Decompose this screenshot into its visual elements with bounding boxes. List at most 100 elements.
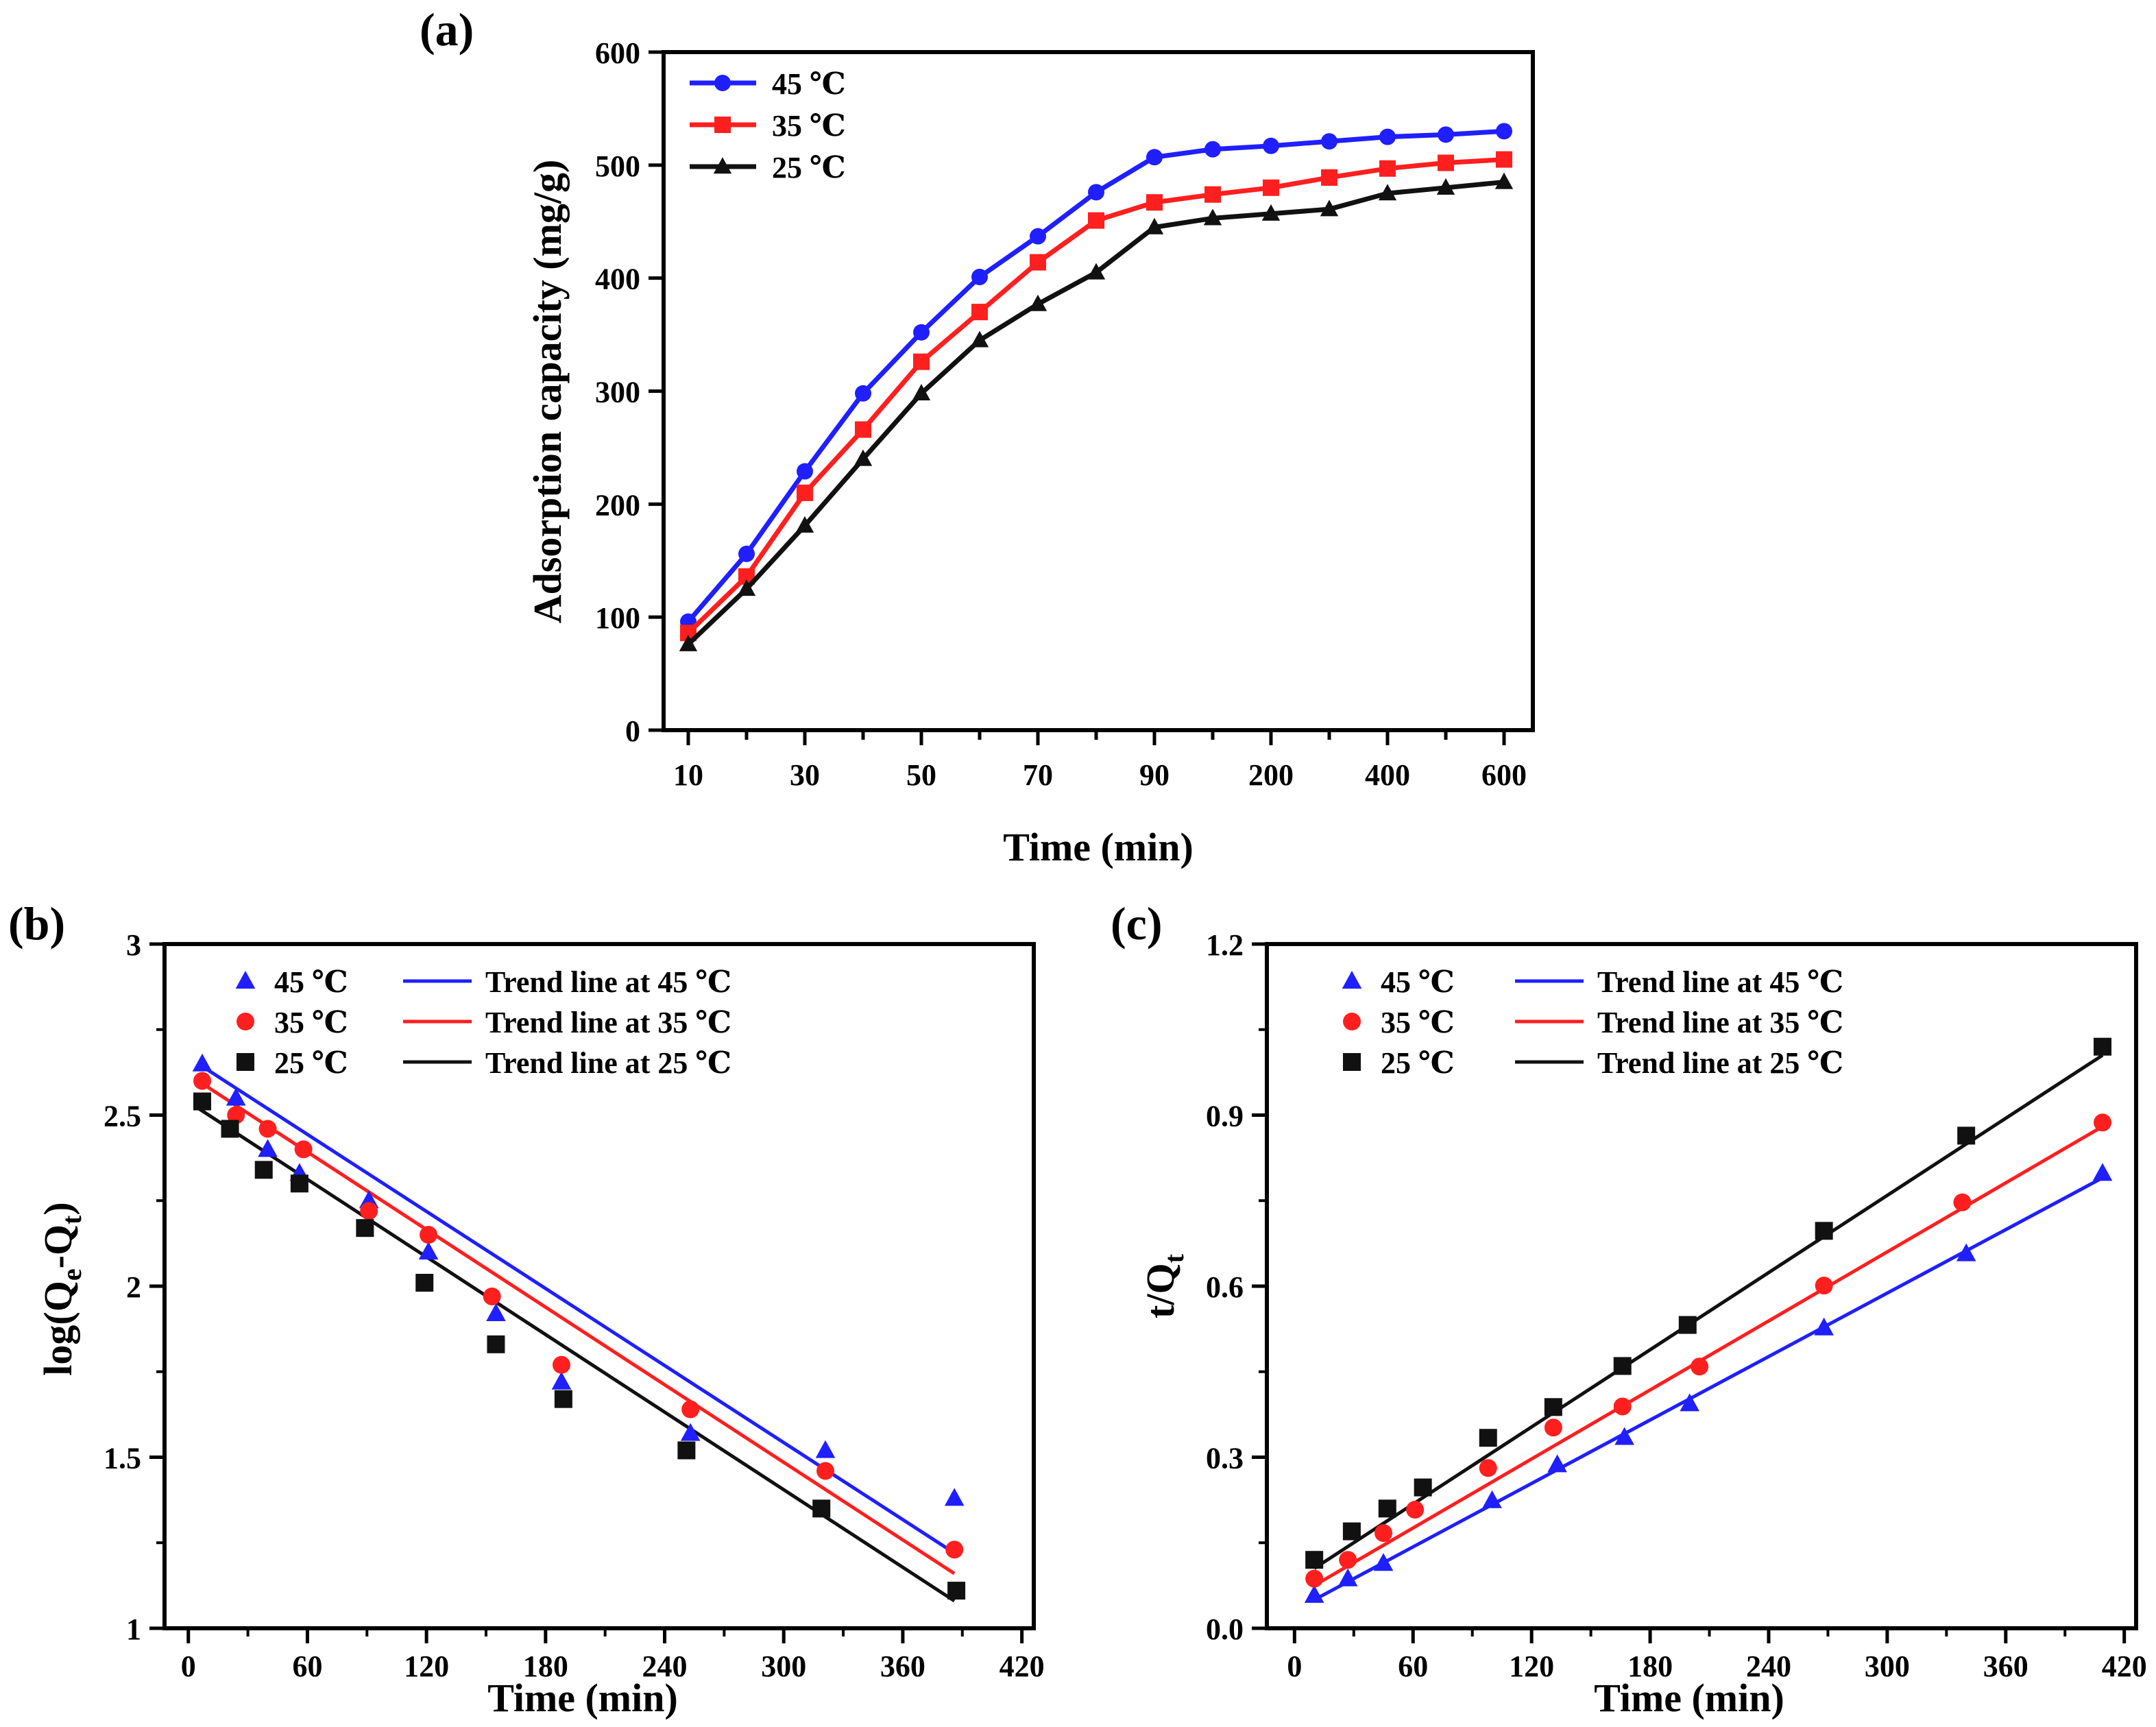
data-point — [2094, 1113, 2112, 1132]
x-tick-label: 0 — [1287, 1650, 1302, 1683]
legend-trend-label: Trend line at 45 ℃ — [485, 965, 731, 999]
y-tick-label: 0.0 — [1206, 1613, 1244, 1646]
data-point — [1953, 1193, 1972, 1211]
data-point — [1378, 184, 1397, 201]
data-point — [1406, 1501, 1425, 1519]
data-point — [1678, 1316, 1697, 1334]
x-tick-label: 90 — [1139, 758, 1170, 792]
data-point — [913, 353, 930, 370]
legend-label: 45 ℃ — [772, 67, 846, 101]
panel-b-y-title-end: ) — [36, 1202, 80, 1215]
x-tick-label: 120 — [404, 1650, 449, 1683]
data-point — [737, 579, 756, 596]
legend-marker — [1343, 1053, 1361, 1071]
data-point — [258, 1139, 278, 1157]
panel-b: (b) 1 1.5 2 2.5 3 0 60 120 180 240 300 360 420 45 ℃… — [8, 897, 1045, 1720]
x-tick-label: 240 — [1746, 1650, 1791, 1683]
data-point — [816, 1462, 835, 1480]
data-point — [1379, 128, 1396, 145]
data-point — [554, 1390, 572, 1408]
data-point — [1547, 1454, 1567, 1473]
legend-label: 45 ℃ — [274, 965, 348, 999]
panel-a-legend: 45 ℃ 35 ℃ 25 ℃ — [690, 67, 846, 184]
data-point — [1438, 154, 1454, 171]
trend-line-1 — [197, 1079, 956, 1575]
y-tick-label: 2 — [126, 1270, 141, 1304]
legend-trend-label: Trend line at 45 ℃ — [1597, 965, 1843, 999]
data-point — [1680, 1393, 1700, 1412]
x-tick-label: 180 — [523, 1650, 568, 1683]
data-point — [1614, 1427, 1634, 1445]
x-tick-label: 400 — [1365, 758, 1410, 792]
legend-marker — [237, 1013, 254, 1030]
data-point — [855, 385, 871, 402]
trend-line-0 — [1313, 1176, 2104, 1602]
data-point — [1496, 151, 1512, 168]
data-point — [1088, 184, 1104, 201]
data-point — [855, 421, 871, 438]
data-point — [945, 1541, 964, 1559]
data-point — [1544, 1398, 1562, 1416]
panel-b-y-title-mid: -Q — [36, 1224, 80, 1268]
data-point — [1613, 1397, 1632, 1416]
data-point — [1204, 186, 1221, 203]
legend-marker — [1342, 971, 1362, 989]
legend-trend-label: Trend line at 35 ℃ — [1597, 1006, 1843, 1039]
trend-line-1 — [1313, 1124, 2104, 1587]
panel-c: (c) 0.0 0.3 0.6 0.9 1.2 0 60 120 180 240 300 360 42… — [1111, 897, 2147, 1720]
x-tick-label: 60 — [292, 1650, 322, 1683]
series-line-0 — [686, 128, 1505, 624]
legend-swatch-marker — [713, 157, 732, 174]
data-point — [1815, 1222, 1833, 1240]
data-point — [812, 1499, 831, 1518]
panel-a: (a) 0 100 200 300 400 500 600 10 30 50 70 90 200 400… — [420, 3, 1535, 869]
data-point — [913, 324, 930, 341]
panel-b-x-axis-title: Time (min) — [487, 1676, 678, 1720]
data-point — [797, 484, 813, 501]
data-point — [681, 1400, 700, 1418]
data-point — [1414, 1478, 1432, 1497]
y-tick-label: 1.2 — [1206, 928, 1244, 962]
data-point — [970, 330, 989, 348]
data-point — [944, 1488, 965, 1506]
data-point — [1544, 1418, 1562, 1437]
x-tick-label: 10 — [673, 758, 703, 792]
data-point — [290, 1174, 308, 1193]
panel-c-y-axis-title: t/Qt — [1138, 1253, 1189, 1318]
data-point — [1028, 294, 1047, 311]
data-point — [552, 1355, 570, 1374]
data-point — [738, 545, 755, 562]
y-tick-label: 1.5 — [104, 1442, 141, 1475]
data-point — [1339, 1551, 1357, 1569]
data-point — [795, 516, 814, 533]
x-tick-label: 300 — [1865, 1650, 1910, 1683]
legend-label: 25 ℃ — [274, 1046, 348, 1080]
panel-b-x-axis: 0 60 120 180 240 300 360 420 — [181, 1628, 1045, 1683]
x-tick-label: 240 — [642, 1650, 688, 1683]
data-point — [192, 1053, 213, 1072]
data-point — [1204, 141, 1221, 158]
panel-c-x-axis-title: Time (min) — [1594, 1676, 1784, 1720]
data-point — [677, 1441, 696, 1460]
panel-b-y-title-sub2: t — [56, 1215, 87, 1224]
data-point — [1957, 1126, 1976, 1145]
legend-label: 35 ℃ — [1381, 1006, 1455, 1039]
data-point — [853, 449, 873, 466]
data-point — [1479, 1459, 1497, 1477]
data-point — [483, 1287, 501, 1305]
data-point — [1030, 228, 1046, 245]
x-tick-label: 360 — [880, 1650, 925, 1683]
data-point — [1203, 208, 1222, 226]
data-point — [1321, 133, 1337, 150]
trend-line-0 — [197, 1062, 956, 1555]
data-point — [227, 1106, 245, 1124]
x-tick-label: 120 — [1509, 1650, 1554, 1683]
data-point — [815, 1440, 836, 1458]
y-tick-label: 300 — [595, 376, 640, 409]
panel-c-y-axis: 0.0 0.3 0.6 0.9 1.2 — [1206, 928, 1267, 1646]
data-point — [797, 463, 813, 480]
panel-c-y-title-sub: t — [1159, 1253, 1189, 1263]
panel-a-label: (a) — [420, 3, 474, 56]
panel-b-y-axis: 1 1.5 2 2.5 3 — [104, 928, 165, 1646]
legend-trend-label: Trend line at 35 ℃ — [485, 1006, 731, 1039]
